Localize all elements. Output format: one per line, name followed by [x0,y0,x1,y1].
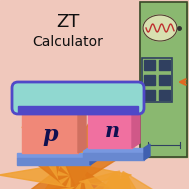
Text: Calculator: Calculator [33,35,103,49]
Polygon shape [85,174,127,189]
Bar [159,75,170,85]
Text: n: n [105,121,120,141]
Polygon shape [26,164,75,189]
Bar [144,90,155,100]
Polygon shape [117,172,162,189]
Polygon shape [58,175,82,189]
Polygon shape [112,176,135,189]
Bar [144,60,155,70]
Polygon shape [19,167,78,189]
Text: ZT: ZT [56,13,80,31]
Bar [22,110,78,153]
Polygon shape [17,153,90,158]
Ellipse shape [143,15,177,41]
Polygon shape [61,132,113,184]
Polygon shape [83,148,144,153]
Bar [159,60,170,70]
Polygon shape [58,125,82,175]
Polygon shape [78,105,86,153]
Polygon shape [144,144,150,160]
Polygon shape [51,129,81,180]
Polygon shape [114,173,143,189]
Polygon shape [59,170,94,189]
Bar [18,106,138,113]
Polygon shape [65,148,135,186]
Polygon shape [0,163,70,187]
Polygon shape [90,149,96,165]
Polygon shape [86,172,124,189]
Bar [159,90,170,100]
Polygon shape [79,171,120,189]
Bar [17,158,90,165]
Polygon shape [61,167,111,189]
Polygon shape [101,177,129,189]
Polygon shape [28,158,75,186]
Polygon shape [65,164,123,189]
Polygon shape [70,163,132,187]
Bar [83,153,144,160]
Bar [88,110,132,148]
Polygon shape [59,112,96,180]
Text: p: p [42,123,58,146]
Bar [144,75,155,85]
Bar [140,2,187,157]
Polygon shape [50,170,81,189]
Polygon shape [132,105,140,148]
Polygon shape [18,96,138,112]
Polygon shape [22,127,78,184]
Bar [140,2,187,157]
Polygon shape [111,180,129,189]
Bar [142,58,172,102]
FancyBboxPatch shape [12,82,144,114]
